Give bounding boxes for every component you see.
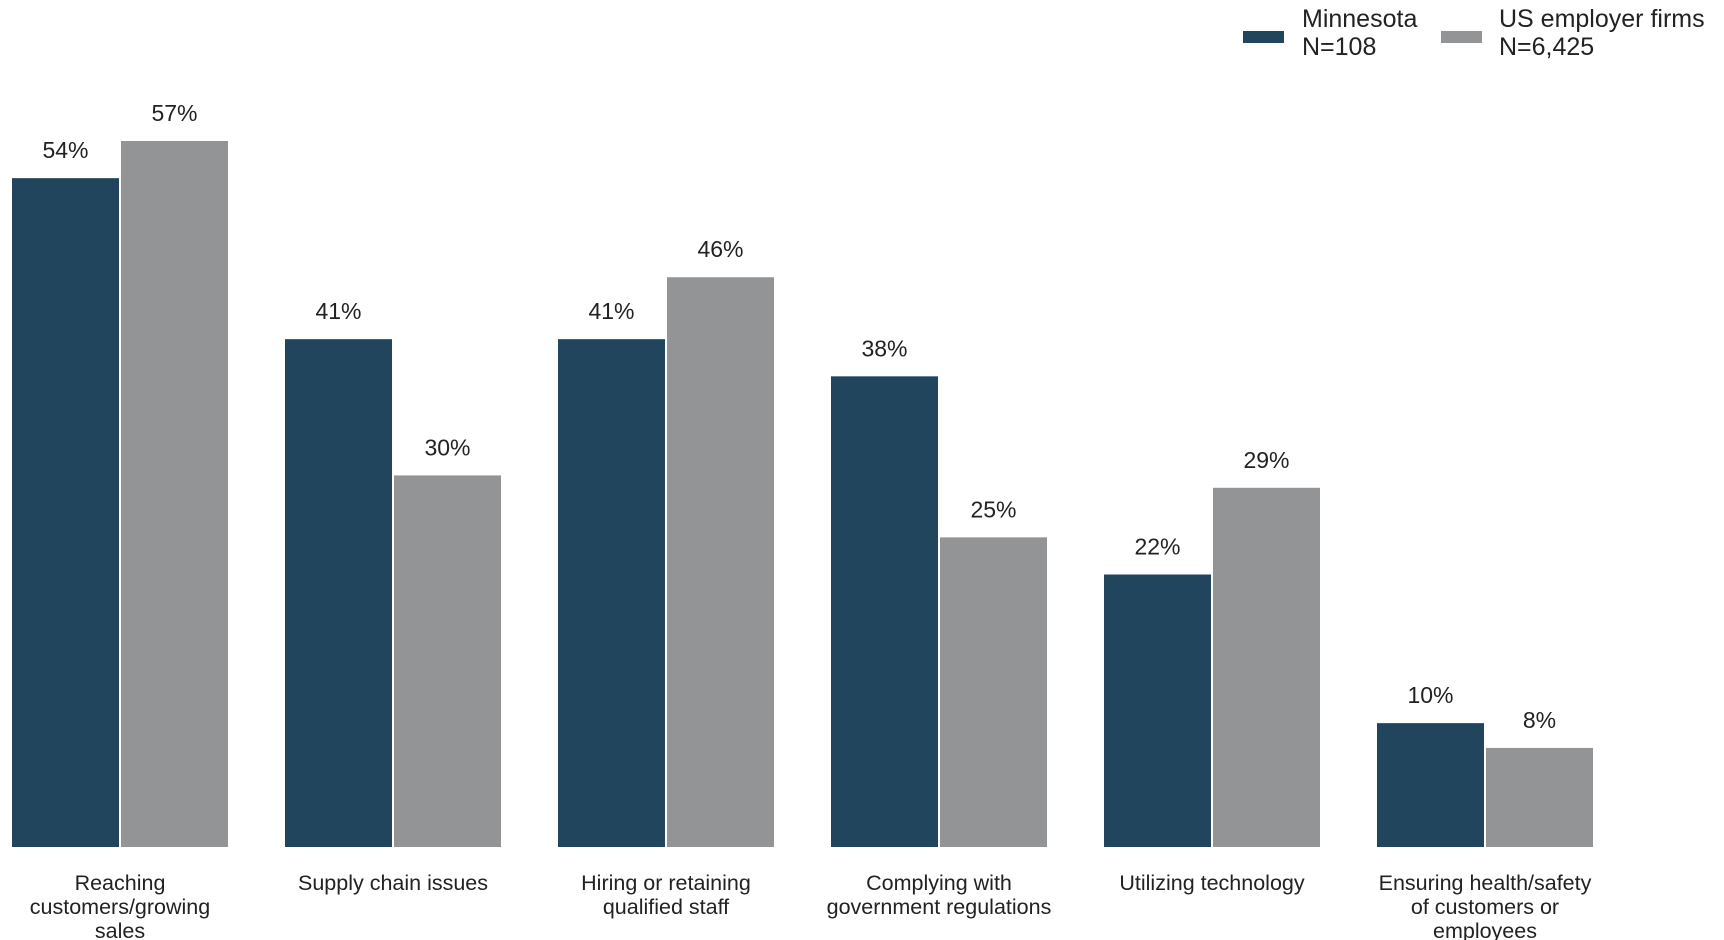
legend-count-minnesota: N=108 <box>1302 33 1376 61</box>
bar-us-employer-firms-complying-with-government-regulations <box>940 537 1047 847</box>
bar-minnesota-hiring-or-retaining-qualified-staff <box>558 339 665 847</box>
category-label-reaching-customers-growing-sales: Reaching customers/growing sales <box>30 871 210 940</box>
category-label-utilizing-technology: Utilizing technology <box>1119 871 1304 895</box>
category-label-complying-with-government-regulations: Complying with government regulations <box>827 871 1052 919</box>
bar-minnesota-complying-with-government-regulations <box>831 376 938 847</box>
legend-label-minnesota: Minnesota <box>1302 5 1417 33</box>
data-label-minnesota-complying-with-government-regulations: 38% <box>861 335 907 361</box>
chart-legend: Minnesota N=108 US employer firms N=6,42… <box>1243 5 1705 61</box>
data-label-us-employer-firms-hiring-or-retaining-qualified-staff: 46% <box>697 236 743 262</box>
legend-swatch-minnesota <box>1243 31 1284 43</box>
bar-minnesota-reaching-customers-growing-sales <box>12 178 119 847</box>
data-label-us-employer-firms-utilizing-technology: 29% <box>1243 447 1289 473</box>
data-label-us-employer-firms-supply-chain-issues: 30% <box>424 434 470 460</box>
bar-us-employer-firms-utilizing-technology <box>1213 487 1320 847</box>
bar-minnesota-supply-chain-issues <box>285 339 392 847</box>
data-label-minnesota-hiring-or-retaining-qualified-staff: 41% <box>588 298 634 324</box>
data-label-minnesota-ensuring-health-safety-of-customers-or-employees: 10% <box>1407 682 1453 708</box>
legend-count-us-employer-firms: N=6,425 <box>1499 33 1594 61</box>
bar-us-employer-firms-supply-chain-issues <box>394 475 501 847</box>
category-label-hiring-or-retaining-qualified-staff: Hiring or retaining qualified staff <box>581 871 751 919</box>
bar-minnesota-ensuring-health-safety-of-customers-or-employees <box>1377 723 1484 847</box>
legend-swatch-us-employer-firms <box>1441 31 1482 43</box>
category-label-ensuring-health-safety-of-customers-or-employees: Ensuring health/safety of customers or emp… <box>1379 871 1592 940</box>
data-label-us-employer-firms-ensuring-health-safety-of-customers-or-employees: 8% <box>1523 707 1556 733</box>
data-label-minnesota-supply-chain-issues: 41% <box>315 298 361 324</box>
data-label-minnesota-reaching-customers-growing-sales: 54% <box>42 137 88 163</box>
bar-us-employer-firms-hiring-or-retaining-qualified-staff <box>667 277 774 847</box>
legend-label-us-employer-firms: US employer firms <box>1499 5 1705 33</box>
bar-minnesota-utilizing-technology <box>1104 574 1211 847</box>
data-label-us-employer-firms-complying-with-government-regulations: 25% <box>970 496 1016 522</box>
data-label-us-employer-firms-reaching-customers-growing-sales: 57% <box>151 100 197 126</box>
category-label-supply-chain-issues: Supply chain issues <box>298 871 488 895</box>
bar-us-employer-firms-ensuring-health-safety-of-customers-or-employees <box>1486 747 1593 847</box>
data-label-minnesota-utilizing-technology: 22% <box>1134 534 1180 560</box>
bar-us-employer-firms-reaching-customers-growing-sales <box>121 141 228 847</box>
plot-area: 54% 57% Reaching customers/growing sales 41% 3… <box>12 100 1593 940</box>
